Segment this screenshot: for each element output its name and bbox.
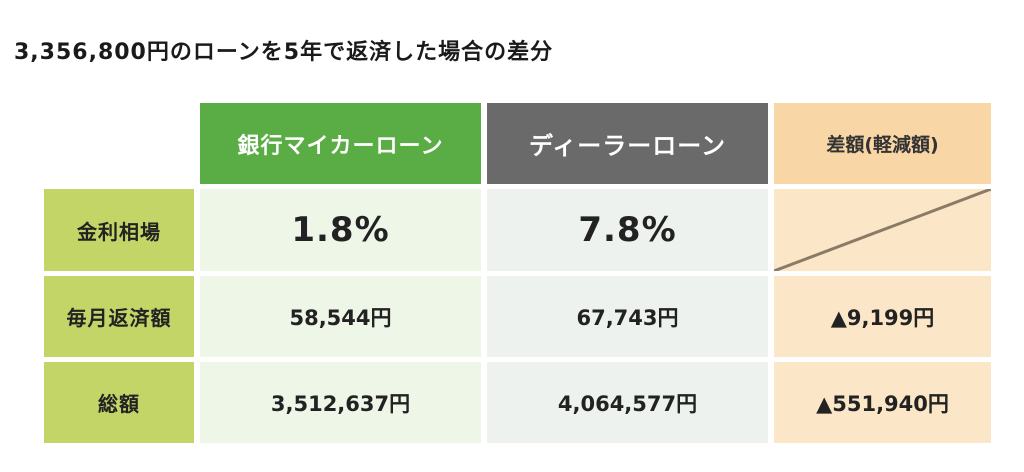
- diagonal-slash-line: [774, 189, 991, 271]
- bank-interest-rate: 1.8%: [200, 189, 481, 271]
- header-bank-loan: 銀行マイカーローン: [200, 103, 481, 184]
- difference-interest-rate-empty: [774, 189, 991, 271]
- page-title: 3,356,800円のローンを5年で返済した場合の差分: [14, 40, 554, 65]
- bank-total: 3,512,637円: [200, 362, 481, 443]
- difference-monthly-payment: ▲9,199円: [774, 276, 991, 357]
- difference-total: ▲551,940円: [774, 362, 991, 443]
- row-label-total: 総額: [44, 362, 194, 443]
- dealer-interest-rate: 7.8%: [487, 189, 768, 271]
- comparison-table: 銀行マイカーローン ディーラーローン 差額(軽減額) 金利相場 1.8% 7.8…: [44, 103, 991, 443]
- dealer-monthly-payment: 67,743円: [487, 276, 768, 357]
- header-dealer-loan: ディーラーローン: [487, 103, 768, 184]
- dealer-total: 4,064,577円: [487, 362, 768, 443]
- row-label-interest-rate: 金利相場: [44, 189, 194, 271]
- table-corner: [44, 103, 194, 184]
- bank-monthly-payment: 58,544円: [200, 276, 481, 357]
- row-label-monthly-payment: 毎月返済額: [44, 276, 194, 357]
- header-difference: 差額(軽減額): [774, 103, 991, 184]
